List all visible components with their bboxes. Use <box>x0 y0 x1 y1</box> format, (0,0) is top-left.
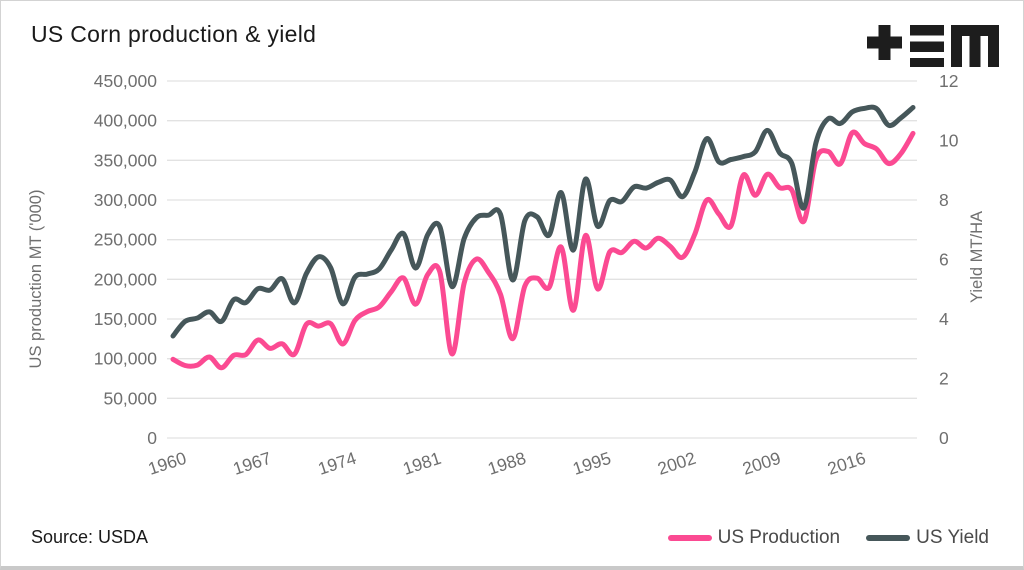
logo-plus-icon <box>867 25 902 60</box>
chart-title: US Corn production & yield <box>31 21 317 47</box>
yield-line <box>170 104 916 339</box>
x-axis-tick-label: 1988 <box>485 448 528 479</box>
production-line-swatch <box>667 535 712 541</box>
chart-legend: US Production US Yield <box>667 527 989 549</box>
x-axis-tick-label: 1967 <box>230 448 273 479</box>
left-axis-title: US production MT ('000) <box>27 190 45 369</box>
x-axis-tick-label: 2016 <box>825 448 868 479</box>
yield-line-swatch <box>866 535 911 541</box>
source-text: Source: USDA <box>31 527 149 547</box>
left-axis-tick-label: 150,000 <box>94 309 158 329</box>
production-line <box>170 129 916 371</box>
right-axis-tick-label: 4 <box>939 309 949 329</box>
left-axis-tick-label: 50,000 <box>103 388 157 408</box>
right-axis-tick-label: 0 <box>939 428 949 448</box>
left-axis-tick-label: 300,000 <box>94 190 158 210</box>
right-axis-tick-label: 6 <box>939 250 949 270</box>
left-axis-tick-label: 200,000 <box>94 269 158 289</box>
right-axis-tick-label: 2 <box>939 369 949 389</box>
left-axis-tick-label: 250,000 <box>94 230 158 250</box>
x-axis-tick-label: 1995 <box>570 448 613 479</box>
legend-label-production: US Production <box>717 527 841 548</box>
left-axis-tick-label: 100,000 <box>94 349 158 369</box>
logo-m-icon <box>951 25 999 67</box>
legend-item-production: US Production <box>667 527 841 549</box>
x-axis-tick-label: 2009 <box>740 448 783 479</box>
tem-logo <box>867 25 999 67</box>
left-axis-tick-label: 450,000 <box>94 71 158 91</box>
left-axis-tick-label: 400,000 <box>94 111 158 131</box>
left-axis-tick-label: 0 <box>147 428 157 448</box>
legend-item-yield: US Yield <box>866 527 989 549</box>
x-axis-tick-label: 1974 <box>315 448 358 479</box>
right-axis-tick-label: 12 <box>939 71 958 91</box>
left-axis-tick-label: 350,000 <box>94 150 158 170</box>
chart-footer: Source: USDA US Production US Yield <box>1 521 1023 561</box>
corn-production-yield-chart: 0 50,000 100,000 150,000 200,000 250,000 300,0… <box>27 71 986 479</box>
x-axis-tick-label: 2002 <box>655 448 698 479</box>
logo-bars-icon <box>910 25 944 67</box>
right-axis-title: Yield MT/HA <box>968 211 986 303</box>
x-axis-tick-label: 1981 <box>400 448 443 479</box>
right-axis-tick-label: 8 <box>939 190 949 210</box>
legend-label-yield: US Yield <box>916 527 989 548</box>
x-axis-tick-label: 1960 <box>146 448 189 479</box>
right-axis-tick-label: 10 <box>939 131 959 151</box>
